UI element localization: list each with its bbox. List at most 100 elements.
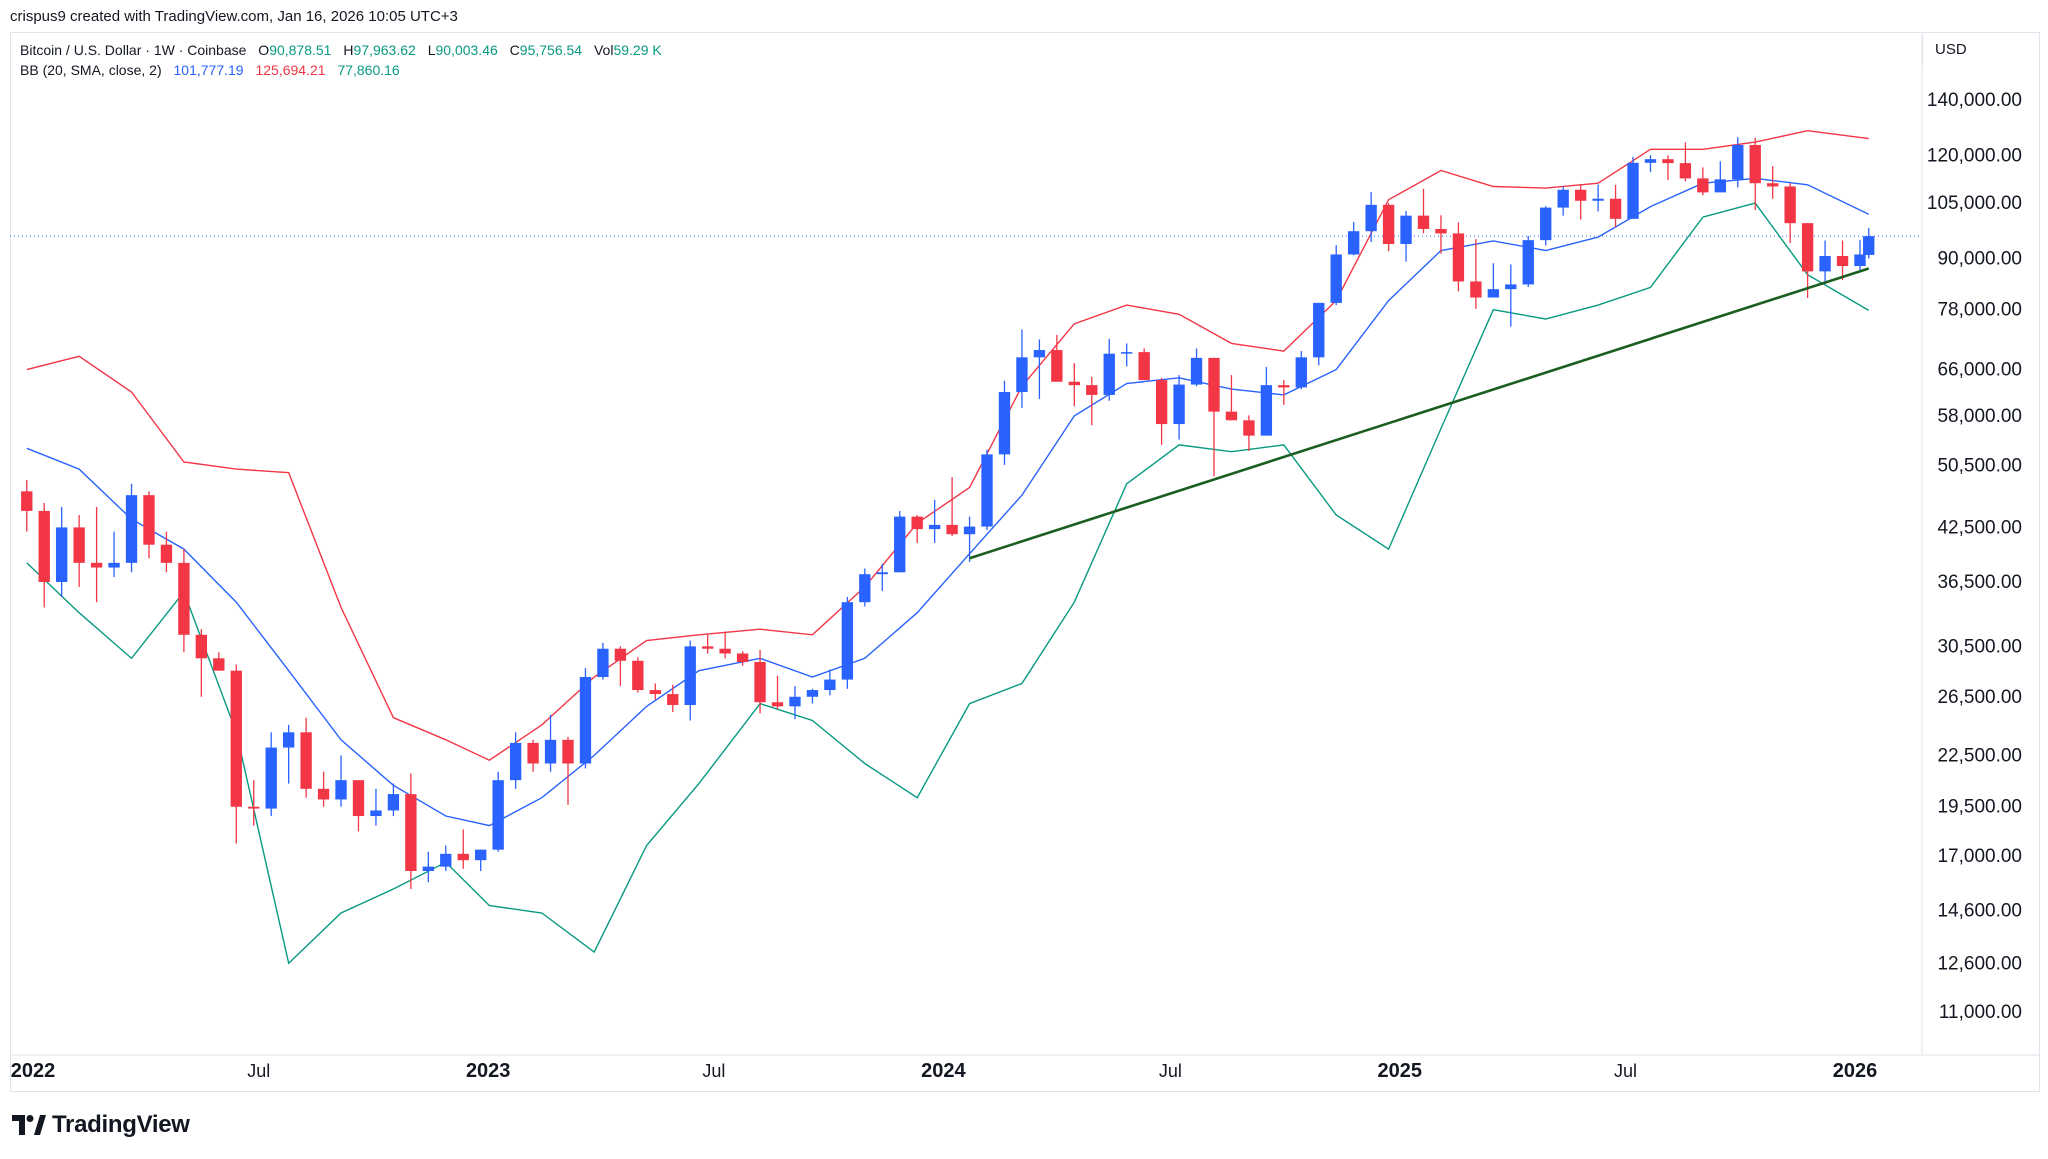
price-axis-label: 66,000.00 [1937,360,2022,381]
candle-body [178,562,190,635]
candle-body [73,527,85,563]
candle-body [597,648,609,678]
candle-body [195,634,208,659]
candle-body [1574,189,1587,201]
price-axis-label: 19,500.00 [1937,797,2022,818]
candle-body [21,491,33,511]
candle-body [1557,189,1569,208]
candle-body [1732,144,1744,180]
price-axis-label: 12,600.00 [1937,953,2022,974]
bb-upper-line [26,129,1869,762]
candle-body [475,849,487,861]
candle-body [684,646,696,705]
candle-body [387,794,400,811]
candle-body [492,780,504,850]
candle-body [1313,302,1325,358]
price-axis-label: 58,000.00 [1937,406,2022,427]
price-axis-label: 26,500.00 [1937,687,2022,708]
chart-legend: Bitcoin / U.S. Dollar · 1W · Coinbase O9… [20,40,670,80]
candle-body [1365,204,1377,232]
price-axis-label: 42,500.00 [1937,517,2022,538]
candle-body [457,853,469,861]
price-axis-label: 14,600.00 [1937,900,2022,921]
candle-body [719,648,731,654]
candle-body [1295,357,1307,388]
candle-body [1863,236,1875,255]
tradingview-logo[interactable]: TradingView [12,1110,190,1140]
candle-body [1382,204,1395,244]
candle-body [440,853,452,867]
candle-body [509,742,522,781]
candle-body [1487,289,1500,298]
candle-body [352,780,365,817]
candle-body [265,747,277,809]
price-axis-label: 30,500.00 [1937,636,2022,657]
candle-body [527,742,539,764]
candle-body [160,544,173,563]
candle-body [544,739,557,764]
candle-body [736,653,749,662]
candle-body [702,646,714,649]
candle-body [1801,223,1814,272]
candle-body [1086,385,1098,395]
candle-body [1784,186,1796,224]
candle-body [841,602,854,680]
candle-body [614,648,627,661]
candle-body [90,562,103,568]
candle-body [1051,350,1063,382]
price-axis-label: 90,000.00 [1937,248,2022,269]
candle-body [108,562,120,568]
candle-body [771,702,784,707]
time-axis-label: Jul [247,1061,270,1081]
candle-body [579,677,592,764]
time-axis-label: 2025 [1378,1060,1423,1082]
candle-body [1592,198,1604,201]
candle-body [1138,352,1150,381]
candle-body [1103,353,1115,395]
symbol-label: Bitcoin / U.S. Dollar · 1W · Coinbase [20,42,247,58]
indicator-label: BB (20, SMA, close, 2) [20,62,162,78]
candle-body [1836,256,1849,267]
time-axis-label: 2024 [921,1060,966,1082]
chart-frame [10,32,2040,1092]
volume-value: Vol59.29 K [593,42,662,58]
price-axis-label: 78,000.00 [1937,300,2022,321]
candle-body [859,574,871,603]
candle-body [1155,380,1168,425]
candle-body [335,780,347,800]
price-axis-label: 11,000.00 [1939,1002,2022,1023]
time-axis-label: Jul [1614,1061,1637,1081]
candle-body [632,660,644,691]
bb-basis-value: 101,777.19 [173,62,244,78]
candle-body [1609,198,1622,219]
candle-body [876,572,888,575]
candle-body [370,810,382,817]
candle-body [1016,357,1028,393]
price-axis-label: 105,000.00 [1927,193,2022,214]
candle-body [1278,385,1290,388]
time-axis-label: 2023 [466,1060,511,1082]
time-axis-label: Jul [702,1061,725,1081]
candle-body [1243,420,1255,436]
candle-body [1121,352,1133,354]
ohlc-high: H97,963.62 [343,42,416,58]
candle-body [998,392,1011,455]
candle-body [422,866,435,872]
candle-body [1068,381,1080,386]
candle-body [824,679,836,691]
candle-body [282,732,295,748]
candle-body [1173,384,1185,425]
ohlc-low: L90,003.46 [427,42,498,58]
time-axis-label: Jul [1159,1061,1182,1081]
candle-body [143,495,155,545]
price-axis-label: 50,500.00 [1937,456,2022,477]
candle-body [1522,240,1534,285]
bb-lower-value: 77,860.16 [337,62,400,78]
chart-credit: crispus9 created with TradingView.com, J… [10,8,458,25]
tradingview-wordmark: TradingView [52,1111,190,1138]
trendline [969,267,1870,560]
candle-body [1470,281,1482,298]
candle-body [1819,256,1831,272]
bb-basis-line [26,177,1870,827]
